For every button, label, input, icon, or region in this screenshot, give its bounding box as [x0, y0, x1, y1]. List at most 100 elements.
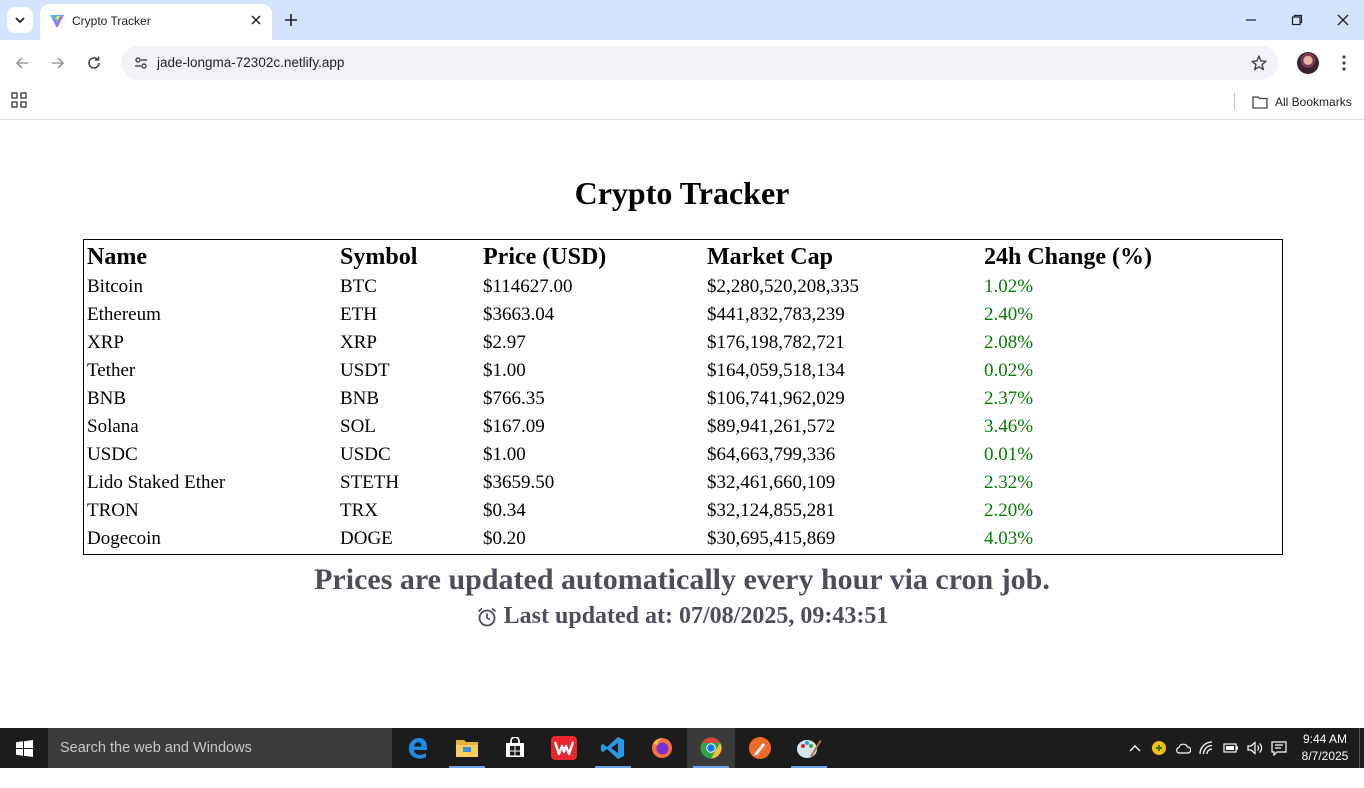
- reload-button[interactable]: [82, 51, 106, 75]
- restore-button[interactable]: [1287, 10, 1307, 30]
- coin-name: Ethereum: [87, 304, 161, 325]
- bookmarks-divider: [1234, 92, 1235, 110]
- all-bookmarks-button[interactable]: All Bookmarks: [1252, 92, 1352, 112]
- page-content: Crypto Tracker Name Symbol Price (USD) M…: [0, 121, 1364, 728]
- taskbar-app-store[interactable]: [491, 728, 539, 768]
- running-indicator: [791, 766, 827, 768]
- site-info-icon[interactable]: [133, 55, 149, 71]
- alarm-clock-icon: [477, 607, 496, 626]
- coin-symbol: TRX: [340, 500, 378, 521]
- new-tab-button[interactable]: [282, 11, 300, 29]
- column-header-symbol: Symbol: [340, 244, 418, 270]
- coin-price: $1.00: [483, 444, 526, 465]
- tray-wifi[interactable]: [1198, 739, 1216, 757]
- column-header-price: Price (USD): [483, 244, 607, 270]
- coin-symbol: SOL: [340, 416, 376, 437]
- taskbar-clock[interactable]: 9:44 AM 8/7/2025: [1296, 731, 1354, 765]
- tray-overflow-button[interactable]: [1126, 739, 1144, 757]
- windows-logo-icon: [15, 739, 33, 757]
- column-header-24h-change: 24h Change (%): [984, 244, 1153, 270]
- column-header-name: Name: [87, 244, 147, 270]
- tray-battery[interactable]: [1222, 739, 1240, 757]
- coin-symbol: USDC: [340, 444, 391, 465]
- coin-price: $1.00: [483, 360, 526, 381]
- coin-symbol: STETH: [340, 472, 400, 493]
- profile-avatar[interactable]: [1297, 52, 1319, 74]
- clock-date: 8/7/2025: [1301, 749, 1349, 763]
- coin-name: XRP: [87, 332, 124, 353]
- volume-icon: [1247, 741, 1263, 755]
- taskbar-app-paint[interactable]: [785, 728, 833, 768]
- column-header-market-cap: Market Cap: [707, 244, 833, 270]
- table-row: USDC USDC $1.00 $64,663,799,336 0.01%: [86, 442, 1280, 468]
- taskbar-app-chrome[interactable]: [687, 728, 735, 768]
- start-button[interactable]: [0, 728, 48, 768]
- running-indicator: [449, 766, 485, 768]
- coin-symbol: USDT: [340, 360, 390, 381]
- coin-price: $3663.04: [483, 304, 555, 325]
- tab-search-button[interactable]: [7, 7, 33, 33]
- taskbar-app-firefox[interactable]: [638, 728, 686, 768]
- chrome-icon: [700, 737, 722, 759]
- taskbar-app-pen[interactable]: [736, 728, 784, 768]
- tab-crypto-tracker[interactable]: Crypto Tracker: [40, 4, 272, 40]
- back-button[interactable]: [10, 51, 34, 75]
- forward-button[interactable]: [46, 51, 70, 75]
- close-icon: [251, 15, 261, 25]
- coin-24h-change: 0.02%: [984, 360, 1034, 381]
- vscode-icon: [601, 737, 624, 759]
- tray-volume[interactable]: [1246, 739, 1264, 757]
- coin-price: $3659.50: [483, 472, 555, 493]
- table-row: Lido Staked Ether STETH $3659.50 $32,461…: [86, 470, 1280, 496]
- all-bookmarks-label: All Bookmarks: [1275, 95, 1352, 109]
- tray-security-app[interactable]: [1150, 739, 1168, 757]
- table-row: Bitcoin BTC $114627.00 $2,280,520,208,33…: [86, 274, 1280, 300]
- last-updated-text: Last updated at: 07/08/2025, 09:43:51: [503, 603, 889, 629]
- update-note: Prices are updated automatically every h…: [314, 563, 1050, 596]
- tray-action-center[interactable]: [1270, 739, 1288, 757]
- coin-24h-change: 4.03%: [984, 528, 1034, 549]
- coin-name: TRON: [87, 500, 139, 521]
- tray-onedrive[interactable]: [1174, 739, 1192, 757]
- screen-bottom-strip: [0, 768, 1364, 788]
- coin-market-cap: $64,663,799,336: [707, 444, 836, 465]
- arrow-right-icon: [52, 57, 65, 69]
- taskbar-app-file-explorer[interactable]: [443, 728, 491, 768]
- running-indicator: [693, 766, 729, 768]
- taskbar-search-placeholder: Search the web and Windows: [60, 740, 252, 756]
- last-updated-line: Last updated at: 07/08/2025, 09:43:51: [0, 603, 1364, 630]
- browser-tab-strip: Crypto Tracker: [0, 0, 1364, 40]
- minimize-button[interactable]: [1241, 10, 1261, 30]
- taskbar-app-edge[interactable]: [394, 728, 442, 768]
- close-window-button[interactable]: [1333, 10, 1353, 30]
- coin-24h-change: 3.46%: [984, 416, 1034, 437]
- tab-close-button[interactable]: [248, 12, 264, 28]
- show-desktop-button[interactable]: [1359, 728, 1364, 768]
- table-row: Solana SOL $167.09 $89,941,261,572 3.46%: [86, 414, 1280, 440]
- coin-name: BNB: [87, 388, 127, 409]
- coin-price: $766.35: [483, 388, 545, 409]
- coin-symbol: DOGE: [340, 528, 393, 549]
- browser-menu-button[interactable]: [1336, 53, 1352, 73]
- wifi-icon: [1199, 741, 1213, 755]
- coin-market-cap: $441,832,783,239: [707, 304, 845, 325]
- coin-24h-change: 2.08%: [984, 332, 1034, 353]
- table-row: Tether USDT $1.00 $164,059,518,134 0.02%: [86, 358, 1280, 384]
- taskbar-search-box[interactable]: Search the web and Windows: [48, 728, 392, 768]
- taskbar-app-vscode[interactable]: [589, 728, 637, 768]
- address-bar[interactable]: jade-longma-72302c.netlify.app: [121, 46, 1278, 80]
- coin-24h-change: 2.32%: [984, 472, 1034, 493]
- coin-symbol: ETH: [340, 304, 377, 325]
- close-icon: [1337, 14, 1349, 26]
- apps-grid-icon[interactable]: [11, 92, 27, 108]
- coin-name: USDC: [87, 444, 138, 465]
- running-indicator: [595, 766, 631, 768]
- url-text[interactable]: jade-longma-72302c.netlify.app: [157, 55, 345, 70]
- bookmark-star-icon[interactable]: [1250, 54, 1268, 72]
- coin-market-cap: $32,124,855,281: [707, 500, 836, 521]
- table-row: BNB BNB $766.35 $106,741,962,029 2.37%: [86, 386, 1280, 412]
- page-title: Crypto Tracker: [574, 175, 790, 211]
- coin-name: Dogecoin: [87, 528, 161, 549]
- edge-icon: [408, 738, 428, 759]
- taskbar-app-wps[interactable]: [540, 728, 588, 768]
